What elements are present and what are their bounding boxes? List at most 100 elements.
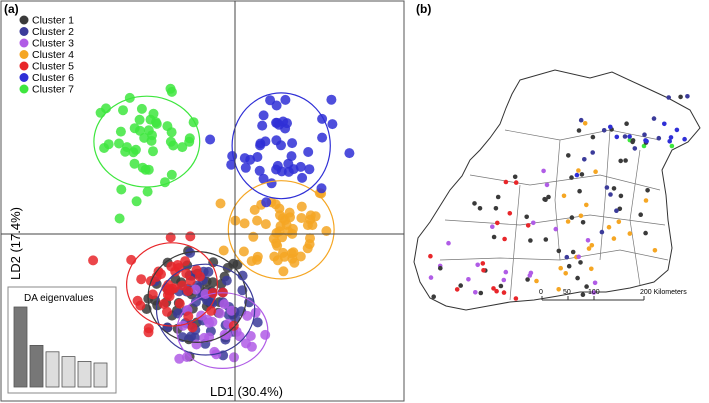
scatter-point	[181, 268, 192, 279]
scatter-point	[238, 246, 249, 257]
scatter-point	[258, 110, 269, 121]
scatter-point	[185, 231, 196, 242]
inset-bar	[45, 351, 60, 388]
legend-marker	[19, 38, 29, 48]
scatter-point	[180, 256, 191, 267]
scatter-point	[283, 158, 294, 169]
legend-marker	[19, 50, 29, 59]
scatter-point	[252, 215, 263, 226]
scatter-point	[166, 261, 177, 272]
scatter-point	[184, 133, 195, 144]
scatter-point	[295, 251, 306, 262]
scatter-point	[136, 274, 147, 285]
scatter-point	[99, 143, 110, 153]
scatter-point	[190, 296, 201, 307]
scatter-point	[296, 201, 307, 212]
scatter-point	[114, 138, 124, 149]
legend-label: Cluster 1	[32, 15, 74, 27]
legend-label: Cluster 3	[32, 38, 74, 50]
scatter-point	[191, 265, 202, 275]
scatter-point	[307, 220, 318, 231]
scatter-point	[114, 213, 125, 224]
inset-bar	[77, 360, 92, 388]
scatter-point	[245, 331, 256, 341]
scatter-point	[305, 233, 315, 244]
scatter-point	[226, 305, 237, 316]
scatter-point	[257, 120, 268, 131]
scatter-point	[129, 123, 140, 134]
legend-label: Cluster 7	[32, 84, 74, 96]
scatter-point	[205, 134, 216, 145]
scatter-point	[183, 311, 194, 322]
scatter-point	[287, 223, 298, 234]
scatter-point	[199, 332, 210, 343]
inset-title: DA eigenvalues	[24, 293, 94, 304]
cluster-ellipse	[93, 95, 201, 188]
scatter-point	[242, 310, 253, 321]
scatter-point	[286, 151, 297, 162]
scatter-point	[277, 213, 288, 224]
scatter-point	[174, 353, 185, 364]
inset-bar	[61, 356, 76, 388]
legend-marker	[19, 27, 29, 36]
scatter-point	[272, 255, 283, 266]
scatter-point	[271, 135, 282, 146]
scatter-point	[255, 140, 266, 151]
inset-bar	[13, 306, 28, 388]
scatter-point	[187, 322, 198, 333]
scatter-point	[185, 247, 196, 258]
scatter-point	[280, 94, 291, 105]
scatter-point	[148, 108, 159, 119]
scatter-point	[142, 186, 153, 197]
scatter-point	[136, 103, 147, 114]
scatter-point	[228, 320, 239, 331]
scatter-point	[166, 127, 177, 138]
eigenvalue-inset: DA eigenvalues	[7, 286, 117, 394]
scatter-point	[190, 284, 201, 295]
scatter-point	[239, 153, 250, 164]
scatter-point	[158, 299, 169, 309]
scatter-point	[177, 142, 188, 153]
cluster-ellipse	[147, 251, 247, 344]
scatter-point	[215, 198, 226, 209]
scatter-point	[174, 298, 185, 309]
inset-bar	[29, 344, 44, 388]
scatter-point	[178, 320, 188, 331]
scatter-point	[166, 169, 177, 180]
scatter-point	[116, 184, 127, 195]
scatter-point	[278, 247, 288, 258]
scatter-point	[240, 162, 251, 173]
scatter-point	[274, 203, 285, 214]
scatter-point	[283, 166, 294, 177]
scatter-point	[246, 341, 257, 352]
scatter-point	[166, 86, 177, 97]
scatter-point	[254, 165, 265, 176]
scatter-point	[143, 125, 154, 136]
x-axis-label: LD1 (30.4%)	[210, 384, 283, 399]
cluster-ellipses	[93, 92, 335, 370]
scatter-point	[288, 247, 299, 258]
scatter-point	[250, 307, 261, 318]
scatter-point	[219, 299, 230, 310]
scatter-point	[289, 257, 300, 268]
y-axis-label: LD2 (17.4%)	[8, 207, 23, 280]
scatter-point	[317, 132, 328, 143]
scatter-point	[278, 116, 289, 127]
scatter-point	[164, 291, 175, 302]
scatter-point	[304, 164, 315, 175]
scatter-point	[248, 231, 259, 242]
scatter-point	[266, 178, 277, 189]
scatter-point	[229, 352, 239, 363]
scatter-point	[284, 207, 295, 218]
scatter-point	[260, 329, 271, 340]
scatter-point	[218, 245, 229, 256]
scatter-point	[344, 148, 355, 159]
scatter-point	[297, 172, 308, 183]
scatter-point	[204, 317, 215, 328]
scatter-point	[130, 144, 141, 155]
scatter-point	[148, 146, 158, 157]
cluster-ellipse	[176, 292, 269, 370]
scatter-point	[260, 219, 271, 230]
scatter-point	[132, 295, 143, 306]
